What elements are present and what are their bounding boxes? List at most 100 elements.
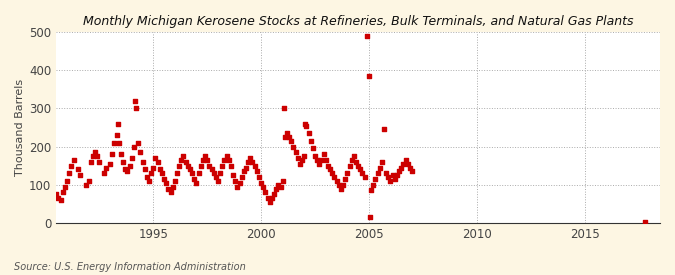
Point [335, 186, 346, 191]
Point [364, 215, 375, 219]
Point [368, 183, 379, 187]
Point [81, 183, 92, 187]
Point [245, 156, 256, 160]
Point [232, 185, 243, 189]
Text: Source: U.S. Energy Information Administration: Source: U.S. Energy Information Administ… [14, 262, 245, 272]
Point [385, 179, 396, 183]
Point [333, 183, 344, 187]
Point [314, 161, 325, 166]
Point [262, 196, 273, 200]
Point [284, 135, 294, 139]
Point [350, 160, 361, 164]
Point [217, 163, 227, 168]
Point [277, 179, 288, 183]
Point [247, 160, 258, 164]
Point [173, 163, 184, 168]
Point [230, 179, 241, 183]
Point [157, 171, 167, 175]
Point [163, 186, 173, 191]
Point [202, 158, 213, 162]
Point [639, 219, 650, 224]
Title: Monthly Michigan Kerosene Stocks at Refineries, Bulk Terminals, and Natural Gas : Monthly Michigan Kerosene Stocks at Refi… [83, 15, 633, 28]
Point [191, 181, 202, 185]
Point [305, 139, 316, 143]
Point [223, 158, 234, 162]
Point [107, 152, 117, 156]
Point [392, 173, 402, 177]
Point [370, 177, 381, 181]
Point [288, 144, 299, 149]
Point [346, 158, 357, 162]
Point [209, 171, 219, 175]
Point [406, 169, 417, 174]
Point [122, 169, 133, 174]
Point [53, 196, 64, 200]
Point [211, 175, 221, 179]
Point [178, 154, 189, 158]
Point [338, 183, 348, 187]
Point [55, 198, 66, 202]
Point [389, 177, 400, 181]
Point [72, 167, 83, 172]
Point [88, 154, 99, 158]
Point [221, 154, 232, 158]
Point [238, 169, 249, 174]
Point [182, 163, 193, 168]
Point [155, 167, 165, 172]
Point [254, 175, 265, 179]
Point [377, 160, 387, 164]
Point [316, 158, 327, 162]
Point [90, 150, 101, 155]
Point [325, 167, 335, 172]
Point [301, 123, 312, 128]
Point [195, 163, 206, 168]
Point [364, 74, 375, 78]
Point [117, 160, 128, 164]
Point [161, 181, 171, 185]
Point [225, 163, 236, 168]
Point [142, 175, 153, 179]
Point [165, 190, 176, 194]
Point [299, 154, 310, 158]
Point [379, 127, 389, 131]
Point [331, 179, 342, 183]
Point [400, 158, 411, 162]
Point [387, 173, 398, 177]
Point [357, 171, 368, 175]
Point [372, 171, 383, 175]
Point [130, 98, 140, 103]
Point [265, 200, 275, 204]
Point [169, 179, 180, 183]
Point [327, 171, 338, 175]
Point [340, 177, 350, 181]
Point [275, 185, 286, 189]
Point [128, 144, 139, 149]
Point [68, 158, 79, 162]
Point [135, 150, 146, 155]
Point [402, 161, 413, 166]
Point [290, 150, 301, 155]
Point [318, 152, 329, 156]
Point [146, 171, 157, 175]
Point [353, 163, 364, 168]
Point [171, 171, 182, 175]
Point [404, 165, 415, 170]
Point [85, 160, 96, 164]
Point [260, 190, 271, 194]
Point [236, 175, 247, 179]
Point [323, 163, 333, 168]
Point [281, 131, 292, 135]
Point [297, 158, 308, 162]
Point [176, 158, 187, 162]
Point [64, 171, 75, 175]
Point [300, 121, 310, 126]
Point [215, 171, 225, 175]
Point [193, 171, 204, 175]
Y-axis label: Thousand Barrels: Thousand Barrels [15, 79, 25, 176]
Point [219, 158, 230, 162]
Point [51, 192, 61, 196]
Point [131, 106, 142, 111]
Point [153, 160, 163, 164]
Point [312, 158, 323, 162]
Point [271, 186, 281, 191]
